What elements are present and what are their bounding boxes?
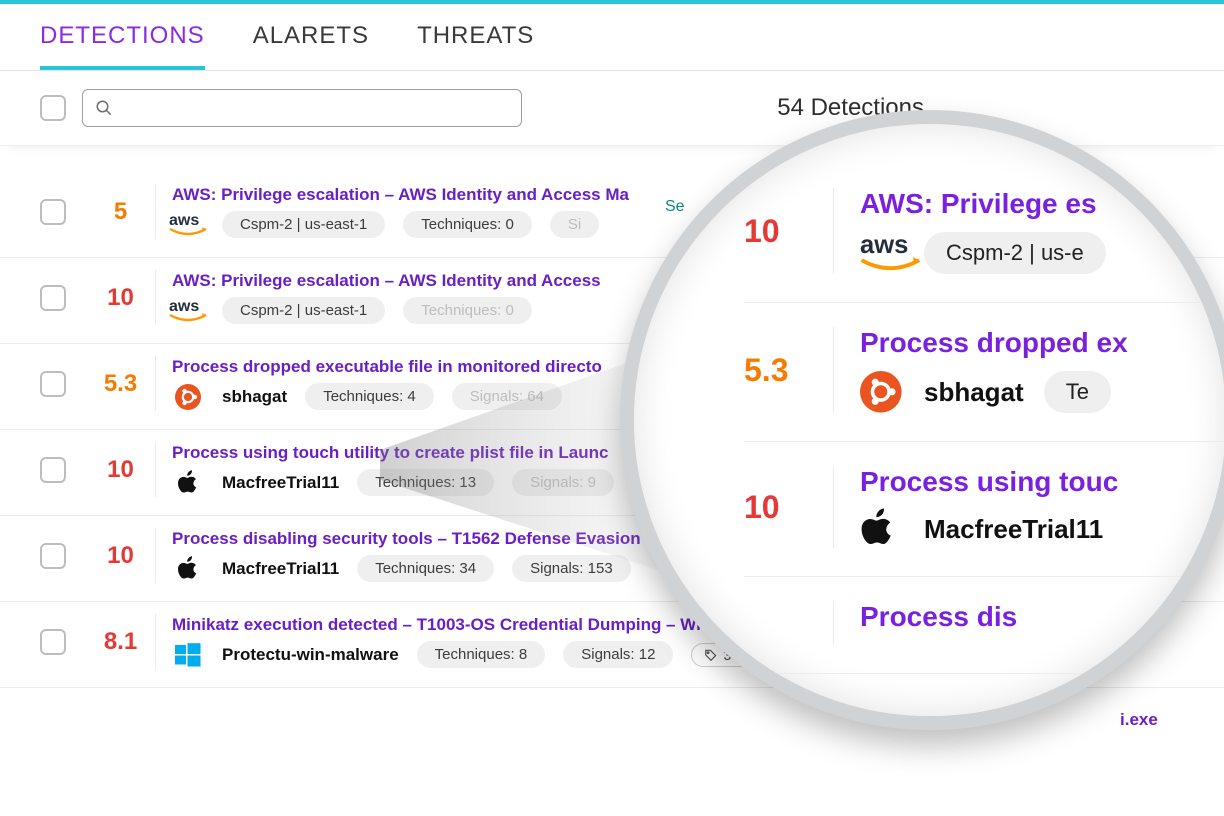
host-name: MacfreeTrial11 [222, 473, 339, 493]
meta-pill: Signals: 64 [452, 383, 562, 410]
aws-icon: aws [172, 213, 204, 237]
lens-row: 5.3 Process dropped ex sbhagat Te [744, 303, 1224, 442]
row-checkbox[interactable] [40, 457, 66, 483]
tab-detections[interactable]: DETECTIONS [40, 22, 205, 70]
meta-pill: Techniques: 0 [403, 297, 532, 324]
meta-pill: Si [550, 211, 599, 238]
lens-host: MacfreeTrial11 [924, 514, 1103, 545]
lens-score [744, 601, 834, 645]
score: 10 [96, 528, 156, 583]
score: 10 [96, 270, 156, 325]
row-checkbox[interactable] [40, 543, 66, 569]
score: 5.3 [96, 356, 156, 411]
lens-score: 5.3 [744, 327, 834, 413]
apple-icon [172, 557, 204, 581]
trailing-text: i.exe [1120, 710, 1158, 730]
search-input[interactable] [121, 99, 509, 117]
select-all-checkbox[interactable] [40, 95, 66, 121]
lens-title: Process dis [860, 601, 1017, 633]
meta-pill: Techniques: 4 [305, 383, 434, 410]
meta-pill: Signals: 9 [512, 469, 614, 496]
lens-score: 10 [744, 466, 834, 548]
host-name: Protectu-win-malware [222, 645, 399, 665]
search-icon [95, 99, 113, 117]
lens-host: sbhagat [924, 377, 1024, 408]
tab-threats[interactable]: THREATS [417, 22, 534, 70]
save-search-link[interactable]: Se [665, 198, 685, 216]
host-name: MacfreeTrial11 [222, 559, 339, 579]
apple-icon [172, 471, 204, 495]
lens-row: 10 Process using touc MacfreeTrial11 [744, 442, 1224, 577]
ubuntu-icon [172, 385, 204, 409]
meta-pill: Techniques: 8 [417, 641, 546, 668]
meta-pill: Signals: 12 [563, 641, 673, 668]
search-field[interactable] [82, 89, 522, 127]
meta-pill: Techniques: 0 [403, 211, 532, 238]
score: 8.1 [96, 614, 156, 669]
score: 5 [96, 184, 156, 239]
lens-title: Process dropped ex [860, 327, 1128, 359]
tab-bar: DETECTIONS ALARETS THREATS [0, 4, 1224, 71]
score: 10 [96, 442, 156, 497]
row-checkbox[interactable] [40, 629, 66, 655]
lens-title: AWS: Privilege es [860, 188, 1106, 220]
row-checkbox[interactable] [40, 285, 66, 311]
lens-title: Process using touc [860, 466, 1118, 498]
row-checkbox[interactable] [40, 199, 66, 225]
lens-apple-icon [860, 510, 904, 548]
lens-aws-icon: aws [860, 234, 904, 272]
meta-pill: Cspm-2 | us-east-1 [222, 297, 385, 324]
lens-pill: Cspm-2 | us-e [924, 232, 1106, 274]
meta-pill: Signals: 153 [512, 555, 631, 582]
meta-pill: Cspm-2 | us-east-1 [222, 211, 385, 238]
row-checkbox[interactable] [40, 371, 66, 397]
host-name: sbhagat [222, 387, 287, 407]
meta-pill: Techniques: 34 [357, 555, 494, 582]
meta-pill: Techniques: 13 [357, 469, 494, 496]
magnifier-lens: 10 AWS: Privilege es aws Cspm-2 | us-e 5.… [620, 110, 1224, 730]
lens-score: 10 [744, 188, 834, 274]
lens-ubuntu-icon [860, 373, 904, 411]
windows-icon [172, 643, 204, 667]
tab-alarets[interactable]: ALARETS [253, 22, 369, 70]
aws-icon: aws [172, 299, 204, 323]
lens-pill: Te [1044, 371, 1111, 413]
